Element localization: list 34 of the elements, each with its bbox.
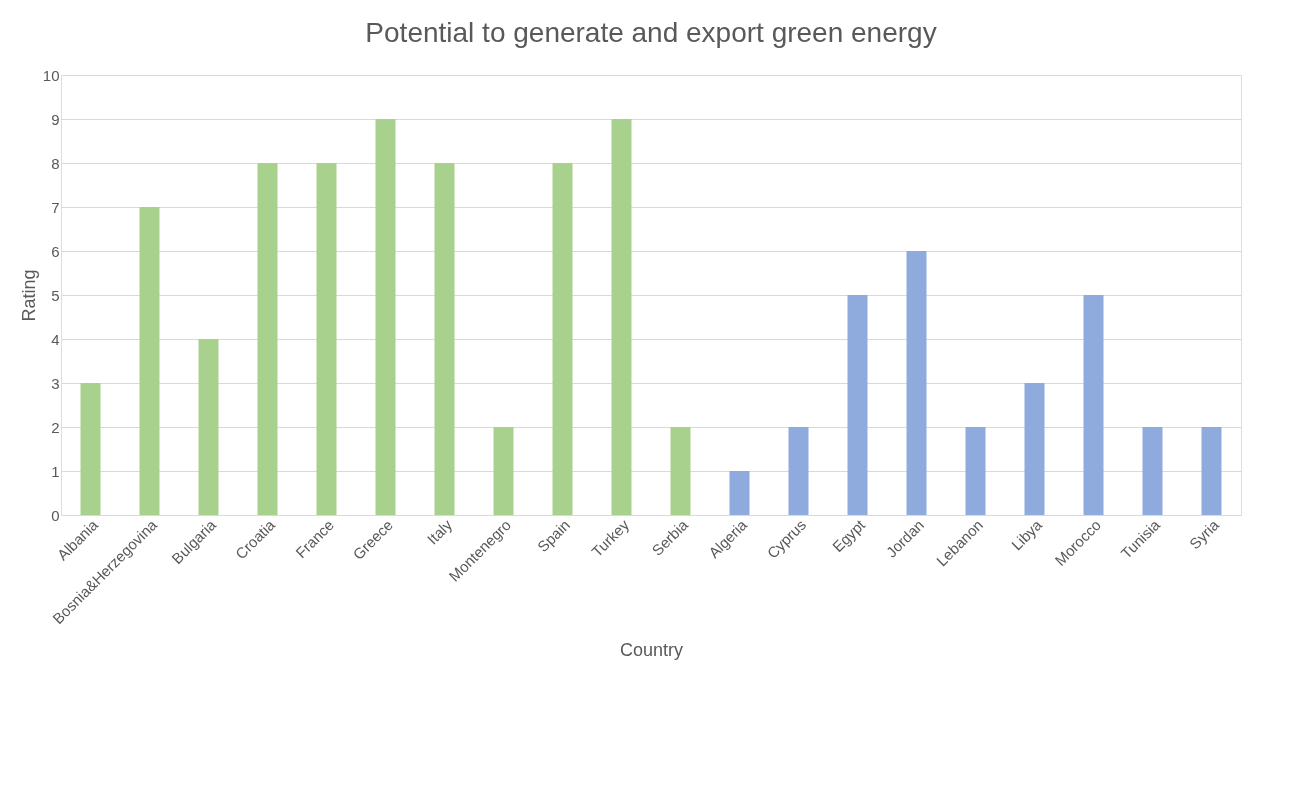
y-tick-label: 5: [51, 286, 60, 304]
y-tick-label: 2: [51, 418, 60, 436]
y-tick-label: 0: [51, 506, 60, 524]
bar: [434, 163, 455, 515]
y-axis-title: Rating: [18, 269, 39, 322]
bar: [670, 427, 691, 515]
bar: [965, 427, 986, 515]
y-tick-label: 1: [51, 462, 60, 480]
bar: [375, 119, 396, 515]
bar: [552, 163, 573, 515]
bar: [788, 427, 809, 515]
bar: [1083, 295, 1104, 515]
y-tick-label: 10: [42, 66, 60, 84]
bar: [139, 207, 160, 515]
y-tick-label: 8: [51, 154, 60, 172]
y-tick-label: 6: [51, 242, 60, 260]
y-tick-label: 4: [51, 330, 60, 348]
bar: [729, 471, 750, 515]
chart-title: Potential to generate and export green energy: [365, 17, 937, 48]
bar: [316, 163, 337, 515]
bar: [80, 383, 101, 515]
bar: [906, 251, 927, 515]
y-tick-label: 3: [51, 374, 60, 392]
y-tick-label: 7: [51, 198, 60, 216]
bar: [257, 163, 278, 515]
y-tick-label: 9: [51, 110, 60, 128]
bar: [847, 295, 868, 515]
bar: [1024, 383, 1045, 515]
bar: [611, 119, 632, 515]
bar: [493, 427, 514, 515]
bar: [198, 339, 219, 515]
bar: [1201, 427, 1222, 515]
x-axis-title: Country: [619, 640, 684, 661]
bar: [1142, 427, 1163, 515]
